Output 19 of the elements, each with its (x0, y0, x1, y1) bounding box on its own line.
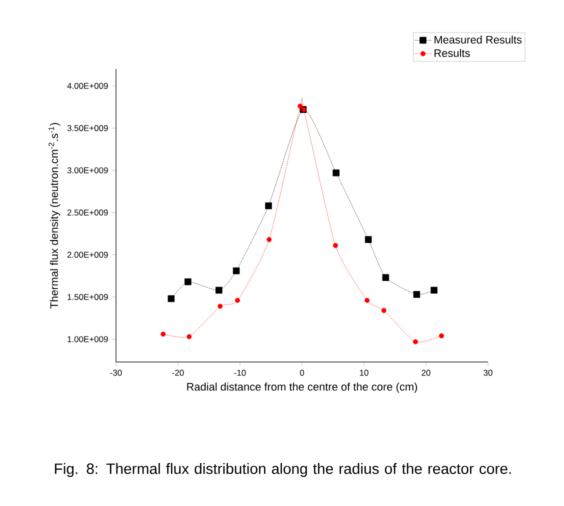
y-tick-label: 4.00E+009 (67, 82, 108, 89)
x-tick-label: 0 (300, 370, 304, 376)
caption: Fig. 8: Thermal flux distribution along the radius of the reactor core. (54, 463, 511, 477)
y-axis-title: Thermal flux density (neutron.cm$^{-2}$.s$^{-1}$) (48, 122, 60, 308)
x-tick-label: 30 (484, 370, 492, 376)
y-tick-label: 1.50E+009 (68, 294, 108, 300)
x-tick-label: 10 (360, 370, 368, 376)
y-tick-label: 2.50E+009 (67, 210, 108, 216)
x-axis-title: Radial distance from the centre of the core (cm) (187, 382, 418, 393)
x-tick-label: -20 (172, 370, 184, 376)
legend-label: Results (434, 48, 470, 58)
y-tick-label: 3.00E+009 (67, 167, 108, 174)
legend-label: Measured Results (434, 36, 522, 44)
y-tick-label: 1.00E+009 (68, 336, 108, 342)
x-tick-label: -10 (234, 370, 246, 376)
y-tick-label: 3.50E+009 (67, 125, 108, 132)
x-tick-label: -30 (110, 370, 122, 376)
x-tick-label: 20 (422, 370, 430, 376)
y-tick-label: 2.00E+009 (67, 252, 108, 258)
